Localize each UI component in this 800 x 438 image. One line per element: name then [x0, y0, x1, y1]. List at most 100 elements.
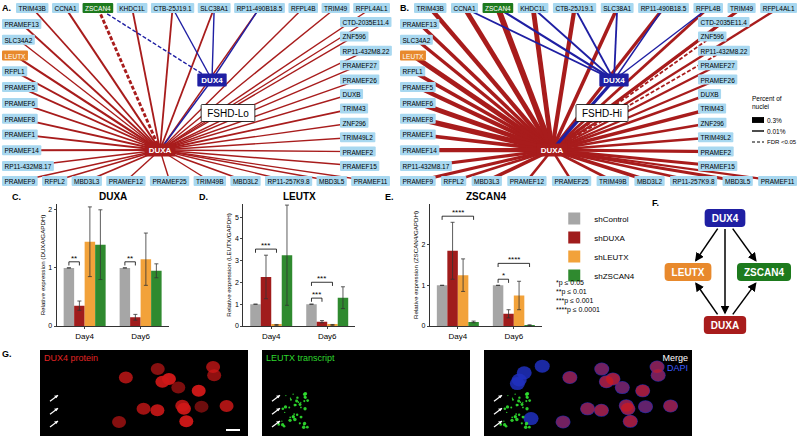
svg-text:DAPI: DAPI	[667, 363, 688, 373]
svg-text:Relative expression (LEUTX/GAP: Relative expression (LEUTX/GAPDH)	[225, 213, 232, 317]
svg-text:DUX4: DUX4	[712, 213, 739, 224]
svg-text:2: 2	[48, 206, 52, 213]
svg-text:PRAMEF26: PRAMEF26	[343, 77, 378, 84]
svg-text:ZSCAN4: ZSCAN4	[485, 5, 511, 12]
svg-text:Day6: Day6	[318, 332, 337, 341]
svg-text:RP11-257K9.8: RP11-257K9.8	[673, 178, 716, 185]
svg-text:shDUXA: shDUXA	[594, 234, 625, 243]
svg-text:DUXA: DUXA	[99, 191, 127, 202]
svg-text:CTB-25J19.1: CTB-25J19.1	[555, 5, 594, 12]
svg-text:CCNA1: CCNA1	[453, 5, 475, 12]
svg-text:PRAMEF1: PRAMEF1	[403, 131, 434, 138]
svg-text:1: 1	[235, 301, 239, 308]
svg-text:*p ≤ 0.05**p ≤ 0.01***p ≤ 0.00: *p ≤ 0.05**p ≤ 0.01***p ≤ 0.001****p ≤ 0…	[556, 279, 600, 314]
svg-text:E.: E.	[385, 192, 394, 202]
svg-text:PRAMEF13: PRAMEF13	[5, 21, 40, 28]
svg-text:RFPL4AL1: RFPL4AL1	[356, 5, 388, 12]
svg-text:F.: F.	[652, 198, 659, 208]
svg-text:TRIM49L2: TRIM49L2	[701, 134, 732, 141]
svg-text:1: 1	[48, 264, 52, 271]
svg-text:PRAMEF25: PRAMEF25	[152, 178, 187, 185]
svg-text:TRIM49: TRIM49	[324, 5, 348, 12]
svg-text:DUX4: DUX4	[201, 76, 223, 85]
svg-text:RFPL2: RFPL2	[45, 178, 66, 185]
svg-text:CCNA1: CCNA1	[54, 5, 76, 12]
svg-text:D.: D.	[199, 192, 208, 202]
svg-text:ZSCAN4: ZSCAN4	[744, 267, 784, 278]
svg-text:MBD3L5: MBD3L5	[725, 178, 751, 185]
svg-text:RFPL4B: RFPL4B	[291, 5, 316, 12]
svg-text:MBD3L3: MBD3L3	[474, 178, 500, 185]
svg-text:RP11-432M8.17: RP11-432M8.17	[5, 163, 52, 170]
svg-text:PRAMEF12: PRAMEF12	[510, 178, 545, 185]
svg-text:RP11-257K9.8: RP11-257K9.8	[268, 178, 311, 185]
svg-text:Day4: Day4	[262, 332, 281, 341]
svg-text:LEUTX: LEUTX	[672, 267, 705, 278]
svg-text:C.: C.	[12, 192, 21, 202]
svg-text:KHDC1L: KHDC1L	[520, 5, 546, 12]
svg-text:MBD3L2: MBD3L2	[233, 178, 259, 185]
svg-text:shZSCAN4: shZSCAN4	[594, 272, 635, 281]
svg-text:TRIM49B: TRIM49B	[196, 178, 223, 185]
svg-text:RFPL4AL1: RFPL4AL1	[763, 5, 795, 12]
svg-text:PRAMEF15: PRAMEF15	[343, 163, 378, 170]
svg-text:****: ****	[452, 208, 464, 217]
svg-text:DUX4 protein: DUX4 protein	[44, 353, 98, 363]
svg-text:TRIM43B: TRIM43B	[417, 5, 444, 12]
svg-text:Percent of: Percent of	[752, 95, 782, 102]
svg-text:**: **	[127, 254, 133, 263]
svg-text:KHDC1L: KHDC1L	[119, 5, 145, 12]
svg-text:5: 5	[235, 214, 239, 221]
svg-text:nuclei: nuclei	[752, 103, 769, 110]
svg-text:DUXA: DUXA	[711, 320, 739, 331]
svg-text:3: 3	[235, 257, 239, 264]
svg-text:PRAMEF15: PRAMEF15	[701, 163, 736, 170]
svg-text:PRAMEF8: PRAMEF8	[5, 116, 36, 123]
svg-text:PRAMEF25: PRAMEF25	[554, 178, 589, 185]
svg-text:CTD-2035E11.4: CTD-2035E11.4	[343, 19, 390, 26]
svg-text:LEUTX: LEUTX	[5, 53, 27, 60]
svg-text:CTB-25J19.1: CTB-25J19.1	[153, 5, 192, 12]
svg-text:PRAMEF12: PRAMEF12	[109, 178, 144, 185]
svg-text:shLEUTX: shLEUTX	[594, 253, 629, 262]
svg-text:0: 0	[235, 322, 239, 329]
svg-text:PRAMEF5: PRAMEF5	[403, 84, 434, 91]
svg-text:2: 2	[235, 279, 239, 286]
svg-text:PRAMEF27: PRAMEF27	[701, 62, 736, 69]
svg-text:B.: B.	[400, 3, 409, 13]
svg-text:ZNF296: ZNF296	[701, 120, 725, 127]
svg-text:SLC34A2: SLC34A2	[5, 37, 33, 44]
svg-text:RP11-490B18.5: RP11-490B18.5	[641, 5, 687, 12]
svg-text:RFPL2: RFPL2	[444, 178, 465, 185]
svg-text:TRIM43: TRIM43	[701, 105, 725, 112]
svg-text:PRAMEF9: PRAMEF9	[5, 178, 36, 185]
svg-text:ZSCAN4: ZSCAN4	[85, 5, 111, 12]
svg-text:PRAMEF2: PRAMEF2	[343, 149, 374, 156]
svg-text:TRIM49B: TRIM49B	[599, 178, 626, 185]
svg-text:PRAMEF6: PRAMEF6	[5, 100, 36, 107]
svg-text:4: 4	[235, 235, 239, 242]
svg-text:RP11-490B18.5: RP11-490B18.5	[237, 5, 283, 12]
svg-text:TRIM49L2: TRIM49L2	[343, 134, 374, 141]
svg-text:SLC34A2: SLC34A2	[403, 37, 431, 44]
svg-text:FSHD-Hi: FSHD-Hi	[582, 108, 622, 119]
svg-text:MBD3L5: MBD3L5	[319, 178, 345, 185]
svg-text:PRAMEF11: PRAMEF11	[761, 178, 795, 185]
svg-text:PRAMEF8: PRAMEF8	[403, 116, 434, 123]
svg-text:PRAMEF1: PRAMEF1	[5, 131, 36, 138]
svg-text:RP11-432M8.22: RP11-432M8.22	[701, 48, 748, 55]
svg-text:1: 1	[422, 282, 426, 289]
svg-text:DUXA: DUXA	[149, 146, 172, 155]
svg-text:A.: A.	[2, 3, 11, 13]
svg-text:PRAMEF5: PRAMEF5	[5, 84, 36, 91]
svg-text:RP11-432M8.17: RP11-432M8.17	[403, 163, 450, 170]
svg-text:ZNF596: ZNF596	[343, 33, 367, 40]
svg-text:ZSCAN4: ZSCAN4	[466, 191, 506, 202]
svg-text:**: **	[71, 254, 77, 263]
svg-text:PRAMEF13: PRAMEF13	[403, 21, 438, 28]
svg-text:PRAMEF26: PRAMEF26	[701, 77, 736, 84]
svg-text:DUXB: DUXB	[343, 91, 361, 98]
svg-text:RFPL1: RFPL1	[5, 68, 26, 75]
svg-text:TRIM43B: TRIM43B	[19, 5, 46, 12]
svg-text:MBD3L2: MBD3L2	[637, 178, 663, 185]
